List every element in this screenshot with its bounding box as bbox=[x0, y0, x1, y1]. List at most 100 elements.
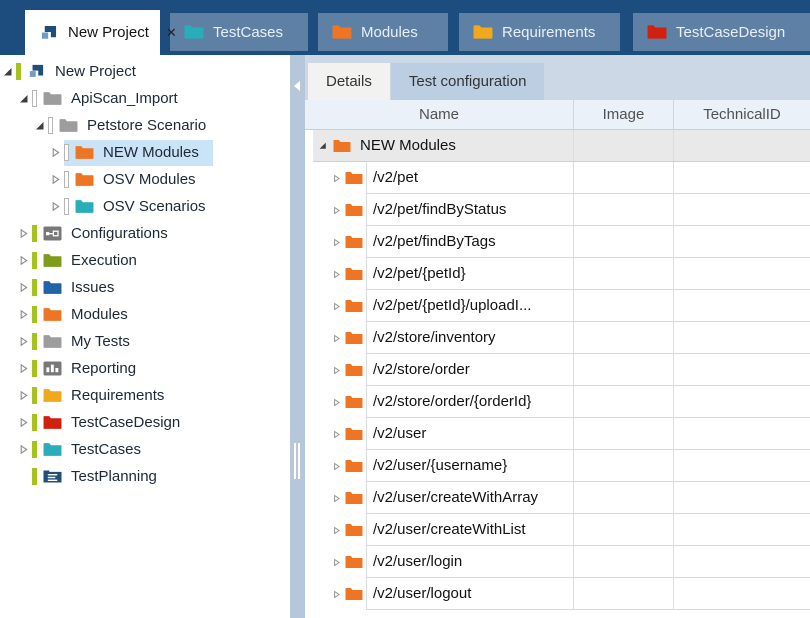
triangle-collapsed-icon[interactable] bbox=[332, 430, 341, 439]
triangle-collapsed-icon[interactable] bbox=[332, 526, 341, 535]
row-indent-gutter bbox=[313, 322, 366, 354]
tree-item-requirements[interactable]: Requirements bbox=[0, 382, 290, 409]
top-tab-new-project[interactable]: New Project ✕ bbox=[25, 10, 177, 55]
table-row[interactable]: /v2/pet bbox=[313, 162, 810, 194]
triangle-collapsed-icon[interactable] bbox=[332, 302, 341, 311]
folder-orange-icon bbox=[345, 523, 363, 537]
column-header-label: Name bbox=[418, 106, 459, 123]
table-row[interactable]: /v2/pet/findByStatus bbox=[313, 194, 810, 226]
project-icon bbox=[39, 25, 59, 41]
tree-item-testcases[interactable]: TestCases bbox=[0, 436, 290, 463]
collapse-left-icon[interactable] bbox=[294, 81, 300, 91]
table-row[interactable]: /v2/pet/{petId} bbox=[313, 258, 810, 290]
table-row[interactable]: /v2/user/createWithArray bbox=[313, 482, 810, 514]
triangle-collapsed-icon[interactable] bbox=[332, 206, 341, 215]
tree-item-petstore-scenario[interactable]: Petstore Scenario bbox=[0, 112, 290, 139]
triangle-collapsed-icon[interactable] bbox=[332, 558, 341, 567]
cell-technicalid bbox=[673, 450, 810, 482]
table-row[interactable]: /v2/user/login bbox=[313, 546, 810, 578]
triangle-collapsed-icon[interactable] bbox=[332, 366, 341, 375]
tree-item-label: Execution bbox=[71, 252, 137, 269]
table-row-root[interactable]: NEW Modules bbox=[313, 130, 810, 162]
tree-item-osv-modules[interactable]: OSV Modules bbox=[0, 166, 290, 193]
column-header-technicalid[interactable]: TechnicalID bbox=[673, 100, 810, 129]
tree-item-new-project[interactable]: New Project bbox=[0, 58, 290, 85]
configurations-icon bbox=[43, 226, 62, 241]
checkout-bar bbox=[16, 63, 21, 80]
triangle-expanded-icon[interactable] bbox=[18, 93, 29, 104]
table-row[interactable]: /v2/user/{username} bbox=[313, 450, 810, 482]
triangle-collapsed-icon[interactable] bbox=[18, 336, 29, 347]
folder-orange-icon bbox=[345, 267, 363, 281]
tree-item-label: Issues bbox=[71, 279, 115, 296]
top-tab-testcases[interactable]: TestCases bbox=[170, 13, 308, 51]
triangle-collapsed-icon[interactable] bbox=[332, 462, 341, 471]
triangle-collapsed-icon[interactable] bbox=[50, 201, 61, 212]
table-row[interactable]: /v2/pet/{petId}/uploadI... bbox=[313, 290, 810, 322]
triangle-collapsed-icon[interactable] bbox=[332, 334, 341, 343]
table-row[interactable]: /v2/store/order bbox=[313, 354, 810, 386]
tree-item-modules[interactable]: Modules bbox=[0, 301, 290, 328]
tree-item-new-modules[interactable]: NEW Modules bbox=[0, 139, 290, 166]
triangle-collapsed-icon[interactable] bbox=[18, 282, 29, 293]
top-tab-testcasedesign[interactable]: TestCaseDesign bbox=[633, 13, 810, 51]
tree-item-label: New Project bbox=[55, 63, 136, 80]
cell-name: /v2/pet/{petId} bbox=[366, 258, 573, 290]
triangle-collapsed-icon[interactable] bbox=[332, 398, 341, 407]
tab-details[interactable]: Details bbox=[308, 63, 390, 100]
tree-item-execution[interactable]: Execution bbox=[0, 247, 290, 274]
triangle-expanded-icon[interactable] bbox=[2, 66, 13, 77]
detail-tab-label: Test configuration bbox=[408, 73, 527, 90]
tree-item-configurations[interactable]: Configurations bbox=[0, 220, 290, 247]
tab-test-configuration[interactable]: Test configuration bbox=[390, 63, 545, 100]
triangle-expanded-icon[interactable] bbox=[34, 120, 45, 131]
cell-technicalid bbox=[673, 354, 810, 386]
tree-item-osv-scenarios[interactable]: OSV Scenarios bbox=[0, 193, 290, 220]
tree-node-content: Configurations bbox=[32, 221, 182, 247]
folder-gray-icon bbox=[43, 334, 62, 349]
triangle-collapsed-icon[interactable] bbox=[18, 444, 29, 455]
tree-item-label: OSV Modules bbox=[103, 171, 196, 188]
top-tab-modules[interactable]: Modules bbox=[318, 13, 448, 51]
tree-item-my-tests[interactable]: My Tests bbox=[0, 328, 290, 355]
cell-image bbox=[573, 322, 673, 354]
table-row[interactable]: /v2/user/createWithList bbox=[313, 514, 810, 546]
panel-splitter[interactable] bbox=[290, 55, 305, 618]
triangle-collapsed-icon[interactable] bbox=[18, 363, 29, 374]
module-folder-name: /v2/user/{username} bbox=[373, 457, 508, 474]
triangle-collapsed-icon[interactable] bbox=[332, 270, 341, 279]
module-folder-name: /v2/pet/{petId} bbox=[373, 265, 466, 282]
triangle-collapsed-icon[interactable] bbox=[332, 494, 341, 503]
triangle-collapsed-icon[interactable] bbox=[18, 255, 29, 266]
table-row[interactable]: /v2/pet/findByTags bbox=[313, 226, 810, 258]
tree-node-content: TestPlanning bbox=[32, 464, 171, 490]
table-row[interactable]: /v2/user bbox=[313, 418, 810, 450]
tree-item-issues[interactable]: Issues bbox=[0, 274, 290, 301]
triangle-collapsed-icon[interactable] bbox=[50, 147, 61, 158]
tree-item-testcasedesign[interactable]: TestCaseDesign bbox=[0, 409, 290, 436]
cell-image bbox=[573, 578, 673, 610]
triangle-collapsed-icon[interactable] bbox=[332, 238, 341, 247]
table-row[interactable]: /v2/user/logout bbox=[313, 578, 810, 610]
row-indent-gutter bbox=[313, 578, 366, 610]
column-header-image[interactable]: Image bbox=[573, 100, 673, 129]
triangle-collapsed-icon[interactable] bbox=[18, 390, 29, 401]
row-indent-gutter bbox=[313, 194, 366, 226]
tree-item-testplanning[interactable]: TestPlanning bbox=[0, 463, 290, 490]
cell-technicalid bbox=[673, 258, 810, 290]
top-tab-requirements[interactable]: Requirements bbox=[459, 13, 620, 51]
table-row[interactable]: /v2/store/order/{orderId} bbox=[313, 386, 810, 418]
tree-item-reporting[interactable]: Reporting bbox=[0, 355, 290, 382]
column-header-name[interactable]: Name bbox=[305, 100, 573, 129]
close-icon[interactable]: ✕ bbox=[165, 25, 177, 40]
triangle-collapsed-icon[interactable] bbox=[18, 309, 29, 320]
tree-item-apiscan-import[interactable]: ApiScan_Import bbox=[0, 85, 290, 112]
table-row[interactable]: /v2/store/inventory bbox=[313, 322, 810, 354]
triangle-collapsed-icon[interactable] bbox=[332, 174, 341, 183]
triangle-collapsed-icon[interactable] bbox=[18, 228, 29, 239]
triangle-collapsed-icon[interactable] bbox=[332, 590, 341, 599]
column-header-label: TechnicalID bbox=[703, 106, 781, 123]
triangle-collapsed-icon[interactable] bbox=[50, 174, 61, 185]
triangle-collapsed-icon[interactable] bbox=[18, 417, 29, 428]
triangle-expanded-icon[interactable] bbox=[318, 141, 327, 150]
